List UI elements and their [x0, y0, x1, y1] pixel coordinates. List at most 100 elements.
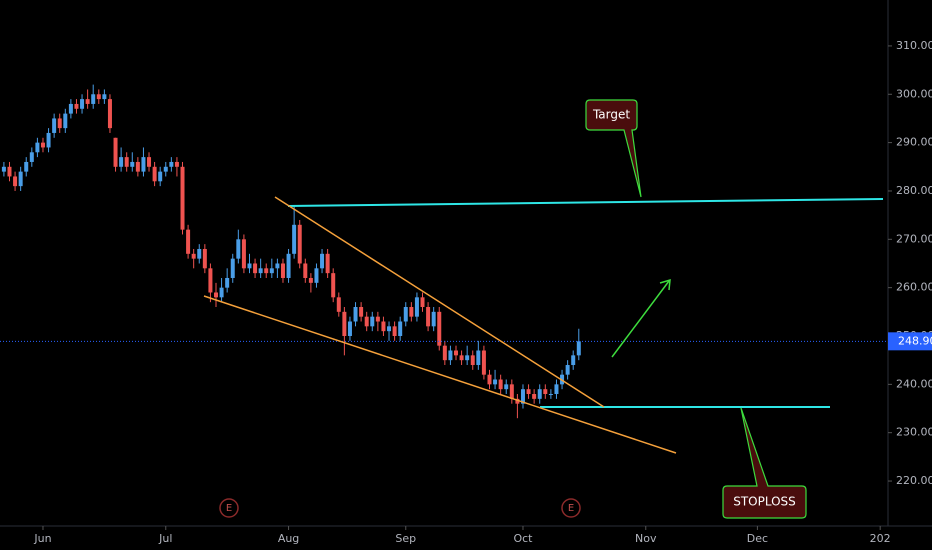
candle-body: [152, 166, 157, 182]
candle-body: [409, 306, 414, 317]
y-tick-label: 270.00: [896, 232, 932, 245]
wedge-lower: [203, 295, 677, 454]
candle-body: [314, 268, 319, 283]
candle-body: [448, 350, 453, 361]
candle-body: [347, 321, 352, 337]
y-tick-label: 310.00: [896, 39, 932, 52]
candle-body: [96, 94, 101, 100]
candle-body: [292, 224, 297, 254]
candle-body: [420, 297, 425, 307]
candle-body: [247, 263, 252, 269]
earnings-label: E: [568, 503, 574, 514]
candle-body: [102, 94, 107, 100]
earnings-marker: [561, 498, 581, 518]
x-tick-label: Nov: [635, 532, 657, 545]
x-tick-label: Dec: [747, 532, 768, 545]
candle-body: [336, 297, 341, 312]
candle-body: [236, 239, 241, 259]
candle-body: [403, 306, 408, 322]
y-tick-label: 290.00: [896, 136, 932, 149]
candle-body: [280, 263, 285, 278]
candle-body: [454, 350, 458, 356]
candle-body: [29, 152, 34, 162]
candle-body: [353, 306, 358, 322]
x-tick-label: Oct: [513, 532, 533, 545]
candle-body: [141, 157, 146, 172]
candle-body: [543, 389, 548, 395]
candle-body: [52, 118, 57, 133]
candle-body: [68, 103, 73, 114]
last-price-tag: [888, 332, 932, 351]
candle-body: [253, 263, 258, 274]
candle-body: [320, 253, 325, 269]
y-tick-label: 220.00: [896, 474, 932, 487]
candle-body: [63, 113, 68, 129]
candle-body: [124, 157, 129, 167]
x-tick-label: 202: [870, 532, 891, 545]
candle-body: [269, 268, 274, 274]
y-tick-label: 230.00: [896, 426, 932, 439]
candle-body: [303, 263, 308, 278]
candle-body: [431, 311, 436, 327]
candle-body: [308, 277, 313, 283]
candle-body: [208, 268, 213, 293]
candle-body: [520, 389, 525, 404]
arrow-head: [659, 278, 671, 291]
y-tick-label: 260.00: [896, 281, 932, 294]
target-callout: [585, 99, 642, 198]
x-tick-label: Sep: [395, 532, 416, 545]
candle-body: [214, 292, 218, 298]
y-tick-label: 240.00: [896, 377, 932, 390]
earnings-marker: [219, 498, 239, 518]
candle-body: [470, 355, 475, 366]
candle-body: [509, 384, 514, 399]
candle-body: [74, 103, 79, 109]
candle-body: [381, 321, 386, 332]
candle-body: [174, 161, 179, 167]
x-tick-label: Jun: [33, 532, 51, 545]
candle-body: [392, 326, 397, 337]
candle-body: [241, 239, 246, 269]
candle-body: [258, 268, 263, 274]
candle-body: [437, 311, 442, 346]
candle-body: [24, 161, 29, 172]
candle-body: [532, 394, 537, 399]
candle-body: [191, 253, 196, 259]
candle-body: [130, 161, 135, 167]
candle-body: [476, 350, 481, 366]
candle-body: [481, 350, 486, 375]
stoploss-label: STOPLOSS: [733, 495, 796, 509]
candle-body: [493, 379, 498, 385]
candle-body: [225, 277, 230, 288]
candle-body: [230, 258, 235, 278]
candle-body: [459, 355, 464, 361]
x-tick-label: Aug: [278, 532, 299, 545]
candle-body: [426, 306, 431, 327]
candle-body: [1, 166, 6, 172]
y-tick-label: 300.00: [896, 87, 932, 100]
y-tick-label: 280.00: [896, 184, 932, 197]
candle-body: [219, 287, 224, 298]
candle-body: [18, 171, 23, 187]
candle-body: [498, 379, 503, 390]
candle-body: [80, 99, 85, 109]
arrow: [611, 280, 670, 358]
candle-body: [135, 161, 140, 172]
candle-body: [91, 94, 96, 104]
wedge-upper: [274, 196, 605, 408]
plot-area: [0, 84, 888, 419]
candle-body: [565, 365, 570, 375]
candle-body: [202, 248, 207, 269]
candle-body: [504, 384, 509, 390]
stoploss-callout: [722, 407, 807, 519]
candle-body: [297, 224, 302, 264]
candle-body: [331, 273, 336, 298]
candle-body: [186, 229, 191, 254]
candle-body: [548, 394, 553, 396]
candle-body: [197, 248, 202, 259]
candle-body: [375, 316, 380, 322]
target-label: Target: [592, 108, 630, 122]
x-tick-label: Jul: [158, 532, 172, 545]
candle-body: [7, 166, 12, 177]
